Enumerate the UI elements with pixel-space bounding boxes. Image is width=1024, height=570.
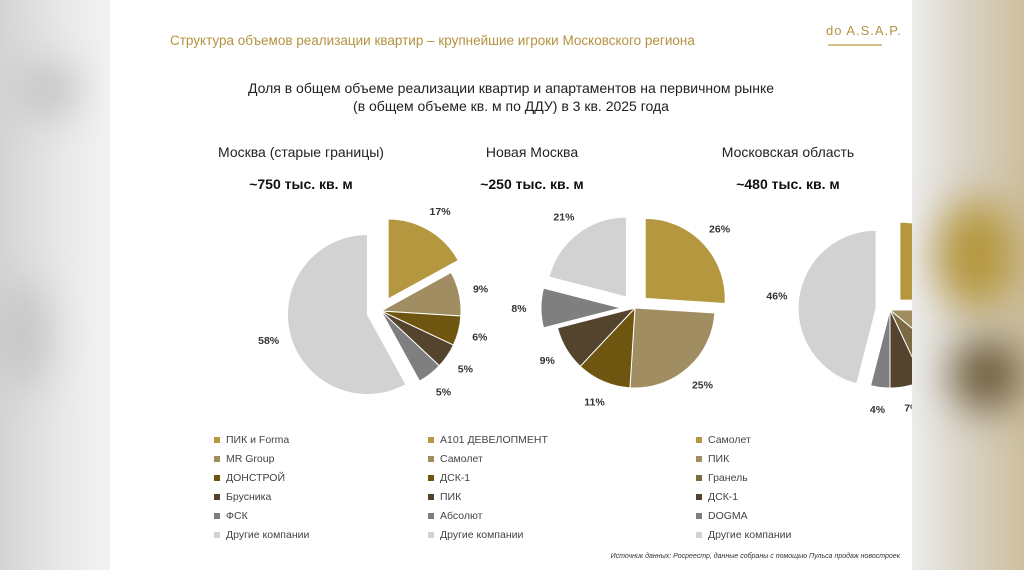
- chart-title-moscow-region: Московская область: [721, 144, 855, 160]
- chart-title-new-moscow: Новая Москва: [485, 144, 579, 160]
- slide: Структура объемов реализации квартир – к…: [110, 0, 912, 570]
- legend-label: Другие компании: [440, 528, 524, 541]
- pie-label-new-moscow-1: 25%: [692, 380, 714, 392]
- legend-swatch: [696, 512, 702, 519]
- legend-label: А101 ДЕВЕЛОПМЕНТ: [440, 433, 548, 446]
- pie-label-new-moscow-0: 26%: [709, 224, 731, 236]
- chart-volume-moscow-region: ~480 тыс. кв. м: [736, 176, 840, 192]
- legend-swatch: [696, 455, 702, 462]
- legend-item: Абсолют: [428, 506, 548, 525]
- legend-label: MR Group: [226, 452, 275, 465]
- chart-volume-moscow: ~750 тыс. кв. м: [249, 176, 353, 192]
- pie-slice-new-moscow-3: [556, 307, 637, 368]
- legend-swatch: [214, 512, 220, 519]
- legend-swatch: [428, 531, 434, 538]
- chart-volume-new-moscow: ~250 тыс. кв. м: [480, 176, 584, 192]
- legend-swatch: [696, 493, 702, 500]
- legend-item: ДОНСТРОЙ: [214, 468, 309, 487]
- source-note: Источник данных: Росреестр, данные собра…: [610, 553, 900, 560]
- pie-label-moscow-2: 6%: [472, 331, 488, 343]
- pie-label-moscow-1: 9%: [473, 284, 489, 296]
- pie-charts: 17%9%6%5%5%58%26%25%11%9%8%21%25%11%7%7%…: [258, 206, 912, 416]
- legend-swatch: [428, 474, 434, 481]
- pie-slice-moscow-region-4: [869, 309, 891, 389]
- legend-item: ПИК: [428, 487, 548, 506]
- legend-label: ДСК-1: [440, 471, 471, 484]
- legend-label: ПИК: [440, 490, 462, 503]
- legend-label: Самолет: [440, 452, 483, 465]
- legend-swatch: [428, 436, 434, 443]
- legend-moscow-region: Самолет ПИК Гранель ДСК-1 DOGMA Другие компан…: [696, 430, 791, 544]
- legend-label: DOGMA: [708, 509, 748, 522]
- legend-label: ДСК-1: [708, 490, 739, 503]
- legend-label: Гранель: [708, 471, 748, 484]
- legend-swatch: [428, 512, 434, 519]
- pie-slice-moscow-4: [380, 310, 441, 382]
- pie-label-new-moscow-3: 9%: [540, 355, 556, 367]
- pie-slice-new-moscow-1: [629, 307, 716, 389]
- legend-item: Другие компании: [214, 525, 309, 544]
- pie-slice-moscow-region-0: [899, 221, 912, 301]
- pie-slice-new-moscow-0: [644, 217, 726, 304]
- legend-item: А101 ДЕВЕЛОПМЕНТ: [428, 430, 548, 449]
- legend-item: Брусника: [214, 487, 309, 506]
- legend-moscow: ПИК и Forma MR Group ДОНСТРОЙ Брусника ФСК Др…: [214, 430, 309, 544]
- legend-item: Другие компании: [428, 525, 548, 544]
- legend-item: MR Group: [214, 449, 309, 468]
- pie-label-moscow-region-3: 7%: [904, 403, 912, 415]
- pie-slice-new-moscow-5: [548, 216, 627, 298]
- legend-swatch: [214, 531, 220, 538]
- legend-label: ДОНСТРОЙ: [226, 471, 285, 484]
- legend-item: ПИК: [696, 449, 791, 468]
- legend-label: ПИК: [708, 452, 730, 465]
- header-title: Структура объемов реализации квартир – к…: [170, 33, 695, 48]
- main-title-line1: Доля в общем объеме реализации квартир и…: [247, 80, 775, 96]
- legend-swatch: [214, 455, 220, 462]
- legend-label: ПИК и Forma: [226, 433, 290, 446]
- pie-label-moscow-region-4: 4%: [870, 404, 886, 416]
- legend-label: ФСК: [226, 509, 248, 522]
- legend-item: ДСК-1: [428, 468, 548, 487]
- pie-label-moscow-region-5: 46%: [766, 291, 788, 303]
- pie-slice-moscow-5: [286, 233, 407, 395]
- legend-label: Самолет: [708, 433, 751, 446]
- pie-label-new-moscow-2: 11%: [584, 397, 605, 409]
- pie-label-moscow-5: 58%: [258, 335, 280, 347]
- pie-label-new-moscow-5: 21%: [553, 211, 575, 223]
- legend-item: Самолет: [696, 430, 791, 449]
- legend-label: Другие компании: [708, 528, 792, 541]
- logo-underline: [828, 44, 882, 46]
- legend-swatch: [696, 474, 702, 481]
- pie-slice-new-moscow-4: [540, 287, 622, 329]
- legend-item: DOGMA: [696, 506, 791, 525]
- pie-label-moscow-3: 5%: [458, 363, 474, 375]
- pie-label-moscow-4: 5%: [436, 387, 452, 399]
- legend-label: Брусника: [226, 490, 272, 503]
- legend-new-moscow: А101 ДЕВЕЛОПМЕНТ Самолет ДСК-1 ПИК Абсолют Др…: [428, 430, 548, 544]
- legend-item: Самолет: [428, 449, 548, 468]
- main-title-line2: (в общем объеме кв. м по ДДУ) в 3 кв. 20…: [353, 98, 669, 114]
- background-right: [912, 0, 1024, 570]
- chart-title-moscow: Москва (старые границы): [218, 144, 384, 160]
- pie-slice-moscow-0: [387, 218, 459, 300]
- legend-item: Гранель: [696, 468, 791, 487]
- legend-swatch: [214, 436, 220, 443]
- pie-label-moscow-0: 17%: [430, 206, 452, 218]
- legend-swatch: [428, 455, 434, 462]
- legend-swatch: [214, 493, 220, 500]
- legend-label: Абсолют: [440, 509, 483, 522]
- pie-slice-moscow-region-5: [797, 229, 877, 385]
- legend-swatch: [696, 531, 702, 538]
- legend-item: Другие компании: [696, 525, 791, 544]
- legend-item: ДСК-1: [696, 487, 791, 506]
- background-left: [0, 0, 110, 570]
- legend-item: ФСК: [214, 506, 309, 525]
- pie-label-new-moscow-4: 8%: [511, 303, 527, 315]
- legend-item: ПИК и Forma: [214, 430, 309, 449]
- legend-swatch: [696, 436, 702, 443]
- legend-swatch: [214, 474, 220, 481]
- logo: do A.S.A.P.: [826, 23, 902, 38]
- legend-label: Другие компании: [226, 528, 310, 541]
- legend-swatch: [428, 493, 434, 500]
